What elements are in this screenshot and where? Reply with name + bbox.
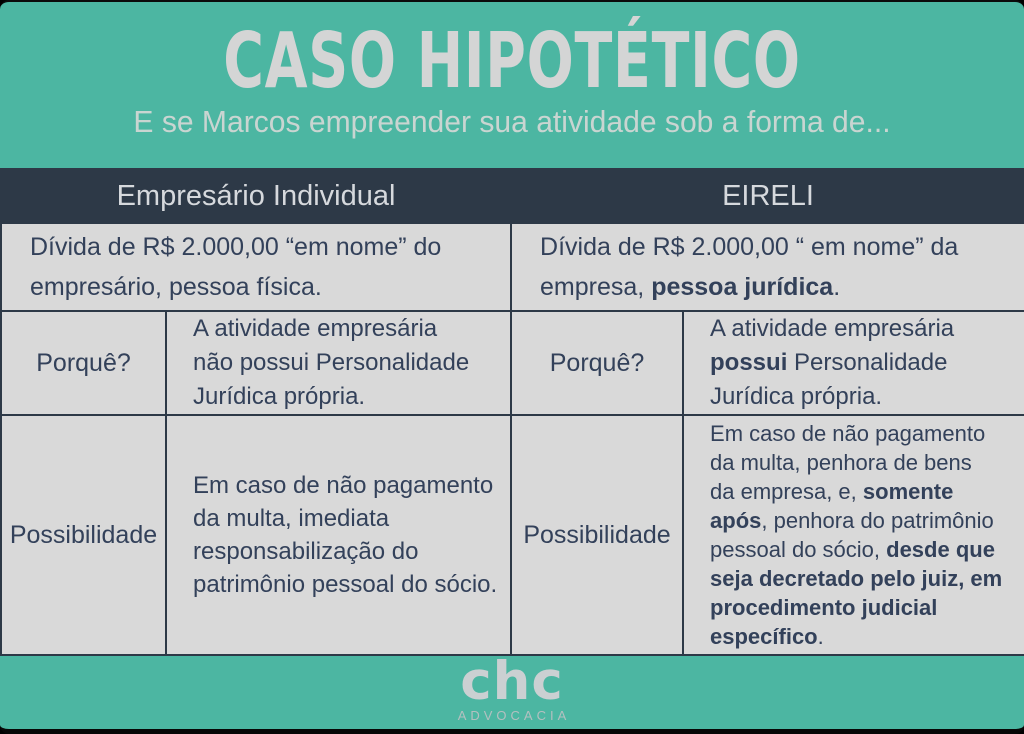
table-row-debt: Dívida de R$ 2.000,00 “em nome” do empre… bbox=[0, 222, 1024, 312]
cell-possibility-empresario: Em caso de não pagamento da multa, imedi… bbox=[164, 414, 513, 656]
title-area: CASO HIPOTÉTICO E se Marcos empreender s… bbox=[0, 2, 1024, 168]
cell-why-empresario: A atividade empresária não possui Person… bbox=[164, 310, 513, 416]
chc-logo: chc bbox=[460, 651, 564, 712]
table-row-possibility: Possibilidade Em caso de não pagamento d… bbox=[0, 414, 1024, 656]
column-header-empresario-individual: Empresário Individual bbox=[0, 168, 513, 224]
cell-debt-eireli: Dívida de R$ 2.000,00 “ em nome” da empr… bbox=[510, 222, 1024, 312]
cell-debt-empresario: Dívida de R$ 2.000,00 “em nome” do empre… bbox=[0, 222, 513, 312]
table-row-why: Porquê? A atividade empresária não possu… bbox=[0, 310, 1024, 416]
comparison-table: Empresário Individual EIRELI Dívida de R… bbox=[0, 168, 1024, 656]
table-header-row: Empresário Individual EIRELI bbox=[0, 168, 1024, 224]
chc-logo-subtitle: ADVOCACIA bbox=[457, 708, 571, 723]
cell-possibility-label-left: Possibilidade bbox=[0, 414, 167, 656]
cell-possibility-label-right: Possibilidade bbox=[510, 414, 685, 656]
footer: chc ADVOCACIA bbox=[0, 655, 1024, 729]
column-header-eireli: EIRELI bbox=[510, 168, 1024, 224]
page-subtitle: E se Marcos empreender sua atividade sob… bbox=[133, 104, 891, 139]
cell-why-eireli: A atividade empresária possui Personalid… bbox=[682, 310, 1024, 416]
page-title: CASO HIPOTÉTICO bbox=[223, 17, 801, 106]
cell-why-label-right: Porquê? bbox=[510, 310, 685, 416]
cell-possibility-eireli: Em caso de não pagamento da multa, penho… bbox=[682, 414, 1024, 656]
cell-why-label-left: Porquê? bbox=[0, 310, 167, 416]
